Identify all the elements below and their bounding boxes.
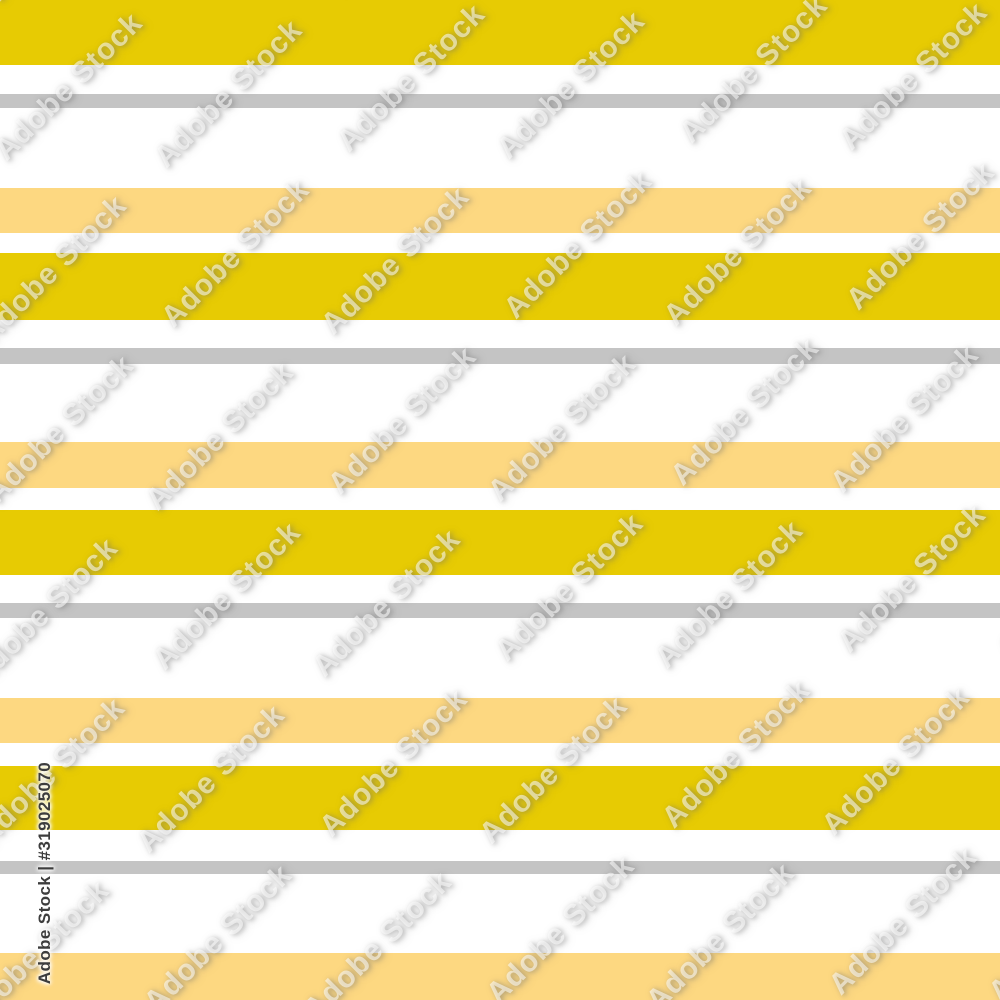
stripe-light_gold [0,188,1000,233]
stripe-white [0,320,1000,348]
stripe-white [0,233,1000,253]
stripe-gold [0,766,1000,830]
stripe-light_gold [0,953,1000,1000]
stripe-gray [0,861,1000,874]
stripe-gray [0,348,1000,364]
stripe-white [0,743,1000,766]
stripe-light_gold [0,442,1000,488]
stripe-gold [0,253,1000,320]
stripe-white [0,618,1000,698]
stripe-light_gold [0,698,1000,743]
stripe-white [0,830,1000,861]
stripe-white [0,488,1000,510]
stripe-white [0,575,1000,603]
stripe-gray [0,603,1000,618]
stripe-white [0,65,1000,94]
stripe-white [0,108,1000,188]
stripe-gold [0,510,1000,575]
stripe-gray [0,94,1000,108]
stripe-white [0,874,1000,953]
stripe-gold [0,0,1000,65]
stripe-white [0,364,1000,442]
